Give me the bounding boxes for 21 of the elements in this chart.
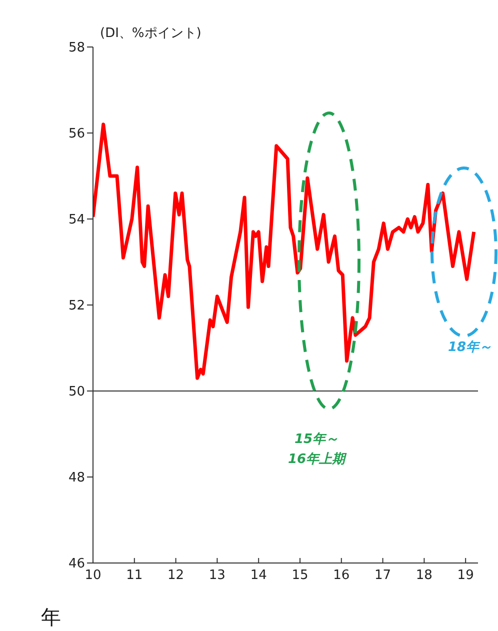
x-tick-label: 11 <box>126 568 143 584</box>
y-axis-title: (DI、%ポイント) <box>100 25 202 42</box>
x-tick-label: 15 <box>292 568 308 584</box>
y-tick-label: 58 <box>68 40 85 56</box>
x-tick-label: 17 <box>374 568 392 584</box>
x-tick-label: 18 <box>416 568 432 584</box>
y-tick-label: 52 <box>68 298 85 314</box>
annotation: 18年～ <box>448 339 492 357</box>
x-tick-label: 12 <box>168 568 184 584</box>
y-tick-label: 50 <box>68 384 85 400</box>
y-tick-label: 56 <box>68 126 85 142</box>
x-tick-label: 14 <box>250 568 267 584</box>
y-tick-label: 48 <box>68 470 85 486</box>
x-tick-label: 19 <box>457 568 474 584</box>
x-tick-label: 13 <box>208 568 226 584</box>
x-tick-label: 10 <box>84 568 102 584</box>
y-tick-label: 54 <box>68 212 85 228</box>
x-axis-title: 年 <box>41 604 61 631</box>
x-tick-label: 16 <box>333 568 350 584</box>
y-tick-label: 46 <box>68 556 85 572</box>
annotation: 15年～ 16年上期 <box>288 431 346 469</box>
